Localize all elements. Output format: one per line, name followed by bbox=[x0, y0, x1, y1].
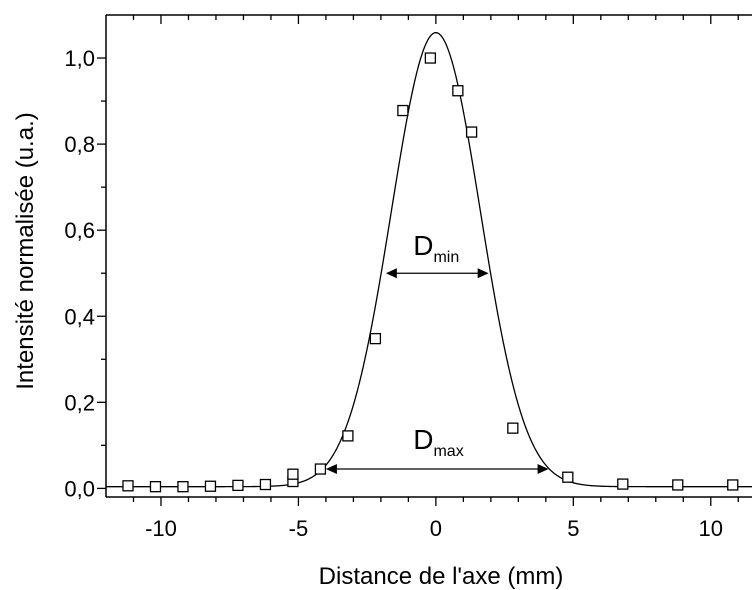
arrow-head bbox=[537, 464, 549, 475]
data-point-marker bbox=[314, 463, 327, 475]
width-annotations: Dmin Dmax bbox=[325, 230, 549, 475]
data-point-marker bbox=[397, 104, 409, 117]
data-point-marker bbox=[507, 422, 519, 434]
arrow-head bbox=[477, 268, 489, 279]
y-tick-label: 1,0 bbox=[64, 46, 95, 71]
data-point-marker bbox=[369, 332, 382, 345]
arrow-head bbox=[325, 464, 337, 475]
data-point-marker bbox=[672, 479, 684, 491]
data-point-marker bbox=[727, 479, 739, 491]
data-point-marker bbox=[465, 126, 478, 138]
d-max-label: Dmax bbox=[413, 424, 463, 460]
data-point-marker bbox=[122, 480, 134, 492]
x-axis-ticks: -10 -5 0 5 10 bbox=[132, 15, 739, 541]
y-tick-label: 0,6 bbox=[64, 218, 95, 243]
data-point-marker bbox=[259, 478, 272, 491]
data-point-marker bbox=[424, 52, 437, 64]
x-tick-label: -5 bbox=[289, 516, 309, 541]
data-point-marker bbox=[177, 481, 189, 493]
data-point-marker bbox=[342, 430, 354, 442]
data-point-marker bbox=[204, 480, 217, 492]
y-tick-label: 0,8 bbox=[64, 132, 95, 157]
y-axis-ticks: 0,0 0,2 0,4 0,6 0,8 1,0 bbox=[64, 46, 106, 501]
x-tick-label: 10 bbox=[699, 516, 723, 541]
data-point-marker bbox=[452, 85, 464, 97]
plot-frame bbox=[105, 14, 752, 498]
x-tick-label: 0 bbox=[430, 516, 442, 541]
x-axis-label: Distance de l'axe (mm) bbox=[319, 563, 564, 590]
x-tick-label: -10 bbox=[145, 516, 177, 541]
d-min-label: Dmin bbox=[413, 230, 459, 266]
data-point-marker bbox=[562, 471, 574, 483]
data-markers bbox=[122, 52, 739, 493]
arrow-head bbox=[385, 268, 397, 279]
x-tick-label: 5 bbox=[567, 516, 579, 541]
y-tick-label: 0,2 bbox=[64, 390, 95, 415]
data-point-marker bbox=[617, 478, 629, 490]
y-tick-label: 0,4 bbox=[64, 304, 95, 329]
data-point-marker bbox=[149, 481, 162, 493]
data-point-marker bbox=[232, 479, 244, 492]
y-axis-label: Intensité normalisée (u.a.) bbox=[12, 112, 39, 389]
y-tick-label: 0,0 bbox=[64, 476, 95, 501]
data-point-marker bbox=[287, 468, 299, 480]
